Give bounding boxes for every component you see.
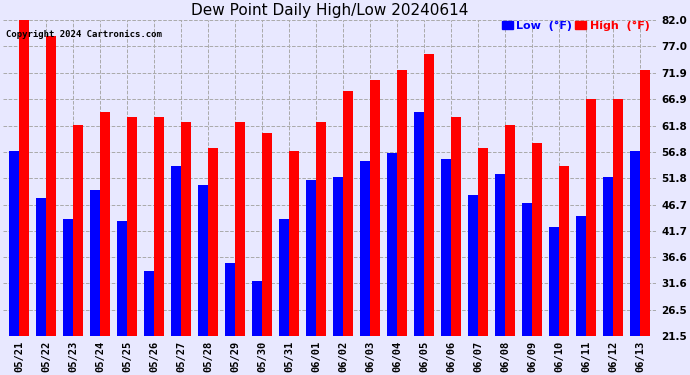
Text: Copyright 2024 Cartronics.com: Copyright 2024 Cartronics.com — [6, 30, 162, 39]
Bar — [414, 112, 424, 336]
Bar — [549, 226, 559, 336]
Legend: Low  (°F), High  (°F): Low (°F), High (°F) — [500, 20, 651, 32]
Bar — [495, 174, 505, 336]
Bar — [478, 148, 489, 336]
Bar — [181, 122, 191, 336]
Bar — [9, 151, 19, 336]
Bar — [73, 125, 83, 336]
Bar — [144, 271, 154, 336]
Bar — [576, 216, 586, 336]
Bar — [343, 91, 353, 336]
Bar — [252, 281, 262, 336]
Bar — [441, 159, 451, 336]
Bar — [586, 99, 596, 336]
Bar — [532, 143, 542, 336]
Bar — [46, 36, 57, 336]
Bar — [424, 54, 435, 336]
Bar — [522, 203, 532, 336]
Bar — [225, 263, 235, 336]
Bar — [170, 166, 181, 336]
Bar — [154, 117, 164, 336]
Bar — [306, 180, 316, 336]
Bar — [127, 117, 137, 336]
Bar — [451, 117, 462, 336]
Title: Dew Point Daily High/Low 20240614: Dew Point Daily High/Low 20240614 — [191, 3, 469, 18]
Bar — [333, 177, 343, 336]
Bar — [505, 125, 515, 336]
Bar — [262, 132, 273, 336]
Bar — [117, 221, 127, 336]
Bar — [90, 190, 100, 336]
Bar — [603, 177, 613, 336]
Bar — [316, 122, 326, 336]
Bar — [613, 99, 623, 336]
Bar — [279, 219, 289, 336]
Bar — [19, 20, 29, 336]
Bar — [198, 185, 208, 336]
Bar — [468, 195, 478, 336]
Bar — [63, 219, 73, 336]
Bar — [640, 70, 651, 336]
Bar — [359, 161, 370, 336]
Bar — [370, 80, 380, 336]
Bar — [100, 112, 110, 336]
Bar — [208, 148, 218, 336]
Bar — [36, 198, 46, 336]
Bar — [235, 122, 246, 336]
Bar — [630, 151, 640, 336]
Bar — [397, 70, 407, 336]
Bar — [387, 153, 397, 336]
Bar — [559, 166, 569, 336]
Bar — [289, 151, 299, 336]
